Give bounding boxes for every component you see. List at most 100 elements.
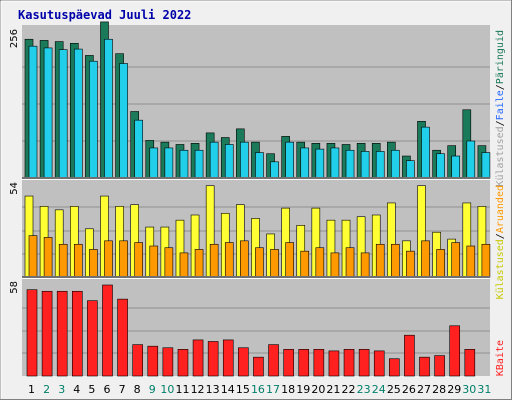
day-label: 12 xyxy=(191,383,205,396)
legend-entry: Faile xyxy=(495,90,506,120)
bar-kbaite-day-26 xyxy=(404,334,415,377)
day-label: 17 xyxy=(266,383,280,396)
axis-max-label: 58 xyxy=(9,281,20,294)
bar-faile-day-9 xyxy=(149,147,159,179)
bar-aruanded-day-18 xyxy=(285,242,294,278)
legend-entry: KBaite xyxy=(495,340,506,376)
bar-faile-day-25 xyxy=(391,149,400,179)
bar-faile-day-27 xyxy=(421,126,430,179)
day-label: 18 xyxy=(281,383,295,396)
day-label: 21 xyxy=(326,383,340,396)
bar-kbaite-day-1 xyxy=(26,289,38,377)
legend-separator: / xyxy=(495,233,506,239)
bar-kbaite-day-21 xyxy=(328,350,340,377)
bar-kbaite-day-16 xyxy=(253,356,264,377)
day-label: 2 xyxy=(43,383,50,396)
bar-faile-day-16 xyxy=(255,152,264,179)
bar-kbaite-day-22 xyxy=(343,349,355,377)
bar-faile-day-31 xyxy=(481,152,491,179)
bar-aruanded-day-9 xyxy=(149,245,159,278)
bar-faile-day-17 xyxy=(270,161,279,179)
bar-faile-day-29 xyxy=(451,155,461,179)
bar-faile-day-13 xyxy=(209,141,219,179)
panel-legend: Külastused/Faile/Päringuid xyxy=(495,30,506,187)
bar-aruanded-day-27 xyxy=(421,240,430,278)
bar-faile-day-23 xyxy=(360,151,370,179)
bar-faile-day-1 xyxy=(28,45,38,179)
bar-faile-day-3 xyxy=(58,49,68,179)
bar-kbaite-day-24 xyxy=(373,350,385,377)
bar-aruanded-day-22 xyxy=(345,247,355,278)
day-label: 1 xyxy=(28,383,35,396)
bar-faile-day-18 xyxy=(285,141,294,179)
day-label: 16 xyxy=(251,383,265,396)
day-label: 23 xyxy=(357,383,371,396)
panel-legend: Külastused/Aruanded xyxy=(495,185,506,299)
day-label: 25 xyxy=(387,383,401,396)
legend-separator: / xyxy=(495,120,506,126)
bar-kbaite-day-8 xyxy=(132,344,143,377)
bar-faile-day-14 xyxy=(224,144,234,179)
bar-aruanded-day-13 xyxy=(209,243,219,278)
legend-entry: Külastused xyxy=(495,239,506,299)
bar-faile-day-30 xyxy=(466,140,476,179)
bar-kbaite-day-4 xyxy=(71,290,83,377)
bar-faile-day-28 xyxy=(436,153,445,179)
legend-entry: Külastused xyxy=(495,126,506,186)
bar-aruanded-day-26 xyxy=(406,250,415,278)
day-label: 28 xyxy=(432,383,446,396)
bar-aruanded-day-29 xyxy=(451,242,461,278)
bar-faile-day-4 xyxy=(73,48,83,179)
day-label: 11 xyxy=(175,383,189,396)
panel-legend: KBaite xyxy=(495,340,506,376)
bar-faile-day-24 xyxy=(375,151,385,179)
bar-aruanded-day-7 xyxy=(119,240,128,278)
day-label: 7 xyxy=(119,383,126,396)
bar-aruanded-day-17 xyxy=(270,249,279,278)
bar-aruanded-day-4 xyxy=(73,243,83,278)
day-label: 30 xyxy=(462,383,476,396)
bar-kbaite-day-30 xyxy=(464,349,476,377)
bar-aruanded-day-21 xyxy=(330,252,340,278)
bar-kbaite-day-17 xyxy=(268,344,279,377)
bar-kbaite-day-14 xyxy=(222,339,234,377)
bar-kbaite-day-15 xyxy=(238,347,249,377)
bar-kbaite-day-6 xyxy=(102,284,113,377)
bar-aruanded-day-14 xyxy=(224,242,234,278)
bar-aruanded-day-19 xyxy=(300,250,310,278)
bar-kbaite-day-9 xyxy=(147,345,159,377)
day-label: 19 xyxy=(296,383,310,396)
legend-entry: Aruanded xyxy=(495,185,506,233)
bar-faile-day-20 xyxy=(315,148,325,179)
bar-aruanded-day-24 xyxy=(375,243,385,278)
day-label: 31 xyxy=(477,383,491,396)
axis-max-label: 256 xyxy=(9,29,20,48)
bar-faile-day-12 xyxy=(194,149,204,179)
bar-faile-day-6 xyxy=(104,38,113,179)
bar-aruanded-day-8 xyxy=(134,242,143,278)
bar-kbaite-day-11 xyxy=(177,349,189,377)
bar-faile-day-19 xyxy=(300,147,310,179)
bar-aruanded-day-12 xyxy=(194,249,204,278)
bar-aruanded-day-1 xyxy=(28,235,38,278)
bar-aruanded-day-6 xyxy=(104,240,113,278)
bar-aruanded-day-15 xyxy=(240,240,249,278)
bar-aruanded-day-16 xyxy=(255,247,264,278)
day-label: 10 xyxy=(160,383,174,396)
bar-aruanded-day-30 xyxy=(466,245,476,278)
bar-faile-day-5 xyxy=(89,60,98,179)
bar-faile-day-2 xyxy=(43,47,53,179)
bar-kbaite-day-20 xyxy=(313,349,325,377)
bar-kbaite-day-28 xyxy=(434,355,445,377)
bar-kbaite-day-19 xyxy=(298,349,310,377)
chart-title: Kasutuspäevad Juuli 2022 xyxy=(18,8,191,22)
bar-aruanded-day-2 xyxy=(43,237,53,278)
day-label: 3 xyxy=(58,383,65,396)
bar-aruanded-day-5 xyxy=(89,249,98,278)
legend-entry: Päringuid xyxy=(495,30,506,84)
bar-kbaite-day-18 xyxy=(283,349,294,377)
bar-kbaite-day-2 xyxy=(41,290,53,377)
bar-kbaite-day-25 xyxy=(389,358,400,377)
bar-aruanded-day-31 xyxy=(481,243,491,278)
